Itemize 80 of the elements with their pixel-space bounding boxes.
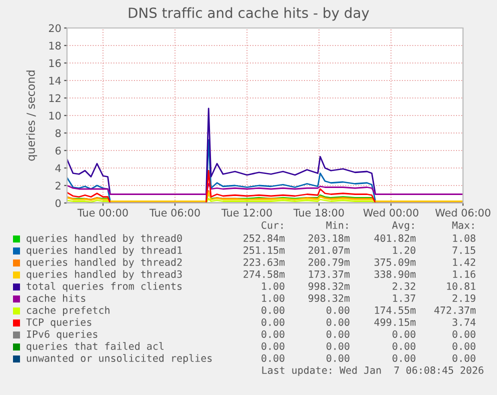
y-tick-label: 20 bbox=[48, 24, 61, 32]
x-tick-label: Wed 00:00 bbox=[363, 208, 418, 217]
text: 0.00 bbox=[262, 330, 284, 338]
legend-label: unwanted or unsolicited replies bbox=[26, 354, 212, 364]
x-tick-label: Tue 18:00 bbox=[293, 208, 344, 217]
text: 1.16 bbox=[453, 270, 476, 278]
text: 0.00 bbox=[326, 318, 350, 326]
text: 375.09m bbox=[374, 258, 416, 266]
y-tick-label: 10 bbox=[49, 112, 61, 120]
legend-label: queries that failed acl bbox=[26, 342, 164, 352]
text: Max: bbox=[452, 221, 474, 229]
y-tick-label: 8 bbox=[56, 129, 61, 138]
text: 1.42 bbox=[453, 258, 476, 266]
text: 251.15m bbox=[244, 246, 285, 254]
y-tick-label: 12 bbox=[49, 94, 60, 102]
y-tick-label: 2 bbox=[56, 182, 60, 190]
text: 3.74 bbox=[452, 318, 476, 326]
text: 2.32 bbox=[392, 282, 416, 290]
text: 0.00 bbox=[452, 342, 476, 350]
text: Last update: Wed Jan 7 06:08:45 2026 bbox=[262, 366, 484, 376]
x-tick-label: Tue 06:00 bbox=[149, 208, 200, 217]
text: 0.00 bbox=[452, 354, 476, 362]
text: 0.00 bbox=[262, 342, 284, 350]
text: 7.15 bbox=[452, 246, 476, 254]
text: 0.00 bbox=[326, 330, 350, 338]
y-tick-label: 0 bbox=[56, 199, 61, 208]
text: 2.19 bbox=[452, 294, 476, 302]
x-tick-label: Tue 12:00 bbox=[221, 208, 272, 217]
text: 401.82m bbox=[374, 234, 416, 242]
text: 0.00 bbox=[262, 306, 284, 314]
y-tick-label: 16 bbox=[49, 59, 61, 68]
text: 0.00 bbox=[326, 306, 350, 314]
text: 0.00 bbox=[452, 330, 476, 338]
text: 0.00 bbox=[326, 354, 350, 362]
text: 1.37 bbox=[393, 294, 416, 302]
text: 201.07m bbox=[308, 246, 350, 254]
text: 0.00 bbox=[392, 354, 416, 362]
legend-label: queries handled by thread2 bbox=[26, 258, 182, 268]
text: 274.58m bbox=[244, 270, 285, 278]
text: 223.63m bbox=[244, 258, 285, 266]
x-tick-label: Wed 06:00 bbox=[435, 208, 490, 217]
y-tick-label: 4 bbox=[55, 164, 61, 172]
line-series bbox=[67, 183, 463, 195]
text: 1.08 bbox=[453, 234, 476, 242]
text: 252.84m bbox=[244, 234, 285, 242]
text: 0.00 bbox=[262, 318, 284, 326]
x-tick-label: Tue 00:00 bbox=[77, 208, 128, 217]
text: 998.32m bbox=[308, 294, 350, 302]
text: 173.37m bbox=[309, 270, 350, 278]
text: 0.00 bbox=[326, 342, 350, 350]
legend-label: queries handled by thread1 bbox=[26, 246, 182, 256]
text: 200.79m bbox=[308, 258, 350, 266]
y-tick-label: 14 bbox=[49, 76, 61, 84]
legend-label: TCP queries bbox=[26, 318, 92, 328]
text: 10.81 bbox=[447, 282, 476, 290]
legend-label: cache prefetch bbox=[26, 306, 110, 316]
text: 338.90m bbox=[374, 270, 416, 278]
text: 1.20 bbox=[393, 246, 416, 254]
text: 0.00 bbox=[392, 342, 416, 350]
text: 0.00 bbox=[262, 354, 284, 362]
text: 203.18m bbox=[308, 234, 350, 242]
y-tick-label: 18 bbox=[49, 42, 61, 50]
text: Cur: bbox=[262, 221, 283, 229]
text: 472.37m bbox=[434, 306, 476, 314]
text: Min: bbox=[326, 221, 348, 229]
text: 174.55m bbox=[375, 306, 416, 314]
y-tick-label: 6 bbox=[56, 146, 61, 155]
text: 499.15m bbox=[374, 318, 416, 326]
text: 998.32m bbox=[308, 282, 350, 290]
chart-title: DNS traffic and cache hits - by day bbox=[128, 7, 370, 21]
legend-label: total queries from clients bbox=[26, 282, 182, 292]
legend-label: cache hits bbox=[26, 294, 86, 302]
text: Avg: bbox=[392, 221, 414, 231]
legend-label: queries handled by thread0 bbox=[26, 234, 182, 244]
legend-label: queries handled by thread3 bbox=[26, 270, 182, 280]
legend-label: IPv6 queries bbox=[26, 330, 98, 340]
y-axis-title: queries / second bbox=[26, 70, 38, 161]
text: 1.00 bbox=[262, 294, 284, 302]
text: 1.00 bbox=[262, 282, 284, 290]
text: 0.00 bbox=[392, 330, 416, 338]
